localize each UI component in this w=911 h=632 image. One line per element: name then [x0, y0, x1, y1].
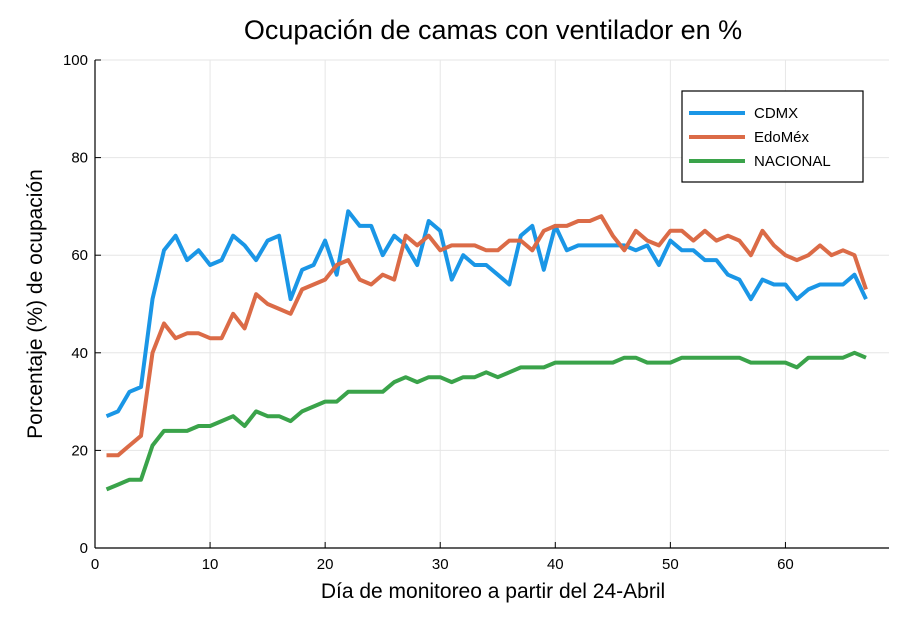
gridlines — [94, 59, 889, 548]
x-tick-label: 50 — [662, 556, 679, 573]
x-tick-label: 30 — [432, 556, 449, 573]
legend-label: CDMX — [754, 105, 798, 122]
y-tick-label: 0 — [80, 540, 88, 557]
y-tick-label: 20 — [71, 442, 88, 459]
x-tick-label: 60 — [777, 556, 794, 573]
y-axis-label: Porcentaje (%) de ocupación — [24, 169, 47, 439]
y-tick-label: 40 — [71, 345, 88, 362]
legend-label: NACIONAL — [754, 153, 831, 170]
axis-ticks: 0 20 40 60 80 100 0 10 20 30 40 50 60 — [63, 52, 794, 573]
series-lines — [105, 209, 868, 492]
series-line-nacional — [105, 350, 867, 492]
y-tick-label: 100 — [63, 52, 88, 69]
series-line-cdmx — [105, 209, 868, 419]
axes — [94, 60, 889, 549]
x-tick-label: 20 — [317, 556, 334, 573]
chart-title: Ocupación de camas con ventilador en % — [244, 15, 742, 45]
y-tick-label: 60 — [71, 247, 88, 264]
y-tick-label: 80 — [71, 150, 88, 167]
series-line-edoméx — [106, 214, 868, 458]
x-tick-label: 10 — [202, 556, 219, 573]
legend: CDMX EdoMéx NACIONAL — [681, 90, 864, 183]
x-tick-label: 0 — [91, 556, 99, 573]
legend-label: EdoMéx — [754, 129, 810, 146]
x-axis-label: Día de monitoreo a partir del 24-Abril — [321, 580, 665, 603]
x-tick-label: 40 — [547, 556, 564, 573]
